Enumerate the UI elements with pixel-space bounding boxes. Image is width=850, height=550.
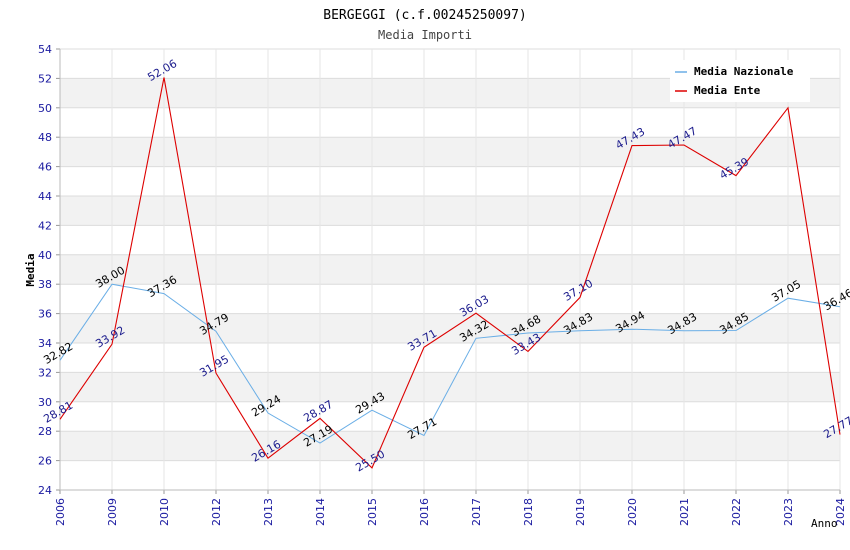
y-tick-label: 26	[38, 455, 52, 468]
chart-title: BERGEGGI (c.f.00245250097)	[323, 8, 527, 23]
x-tick-label: 2023	[782, 498, 795, 526]
x-tick-label: 2024	[834, 498, 847, 526]
x-axis-label: Anno	[811, 517, 838, 530]
series-line-nazionale	[59, 283, 841, 444]
legend-label-nazionale: Media Nazionale	[694, 65, 794, 78]
axes: 24 26 28 30 32 34 36 38 40 42 44 46 48 50 52 54 2006 2009…	[38, 43, 847, 526]
y-tick-label: 46	[38, 161, 52, 174]
band	[60, 431, 840, 461]
x-tick-label: 2021	[678, 498, 691, 526]
x-tick-label: 2018	[522, 498, 535, 526]
legend-box	[670, 60, 810, 102]
x-tick-label: 2014	[314, 498, 327, 526]
chart-subtitle: Media Importi	[378, 28, 472, 42]
x-tick-label: 2019	[574, 498, 587, 526]
y-tick-label: 54	[38, 43, 52, 56]
y-tick-label: 30	[38, 396, 52, 409]
y-tick-label: 34	[38, 337, 52, 350]
y-tick-label: 36	[38, 308, 52, 321]
band	[60, 196, 840, 226]
x-tick-label: 2016	[418, 498, 431, 526]
x-tick-label: 2013	[262, 498, 275, 526]
series-line-ente	[59, 77, 841, 469]
y-tick-label: 44	[38, 190, 52, 203]
y-tick-label: 40	[38, 249, 52, 262]
x-tick-label: 2015	[366, 498, 379, 526]
x-tick-label: 2006	[54, 498, 67, 526]
y-axis-label: Media	[24, 253, 37, 286]
chart-background-bands	[60, 78, 840, 461]
x-tick-label: 2017	[470, 498, 483, 526]
legend-label-ente: Media Ente	[694, 84, 761, 97]
band	[60, 137, 840, 167]
x-tick-label: 2020	[626, 498, 639, 526]
x-tick-label: 2009	[106, 498, 119, 526]
y-tick-label: 32	[38, 366, 52, 379]
series-lines	[59, 77, 841, 469]
y-tick-label: 24	[38, 484, 52, 497]
x-tick-label: 2010	[158, 498, 171, 526]
y-tick-label: 28	[38, 425, 52, 438]
x-tick-label: 2022	[730, 498, 743, 526]
y-tick-label: 50	[38, 102, 52, 115]
x-tick-label: 2012	[210, 498, 223, 526]
y-tick-label: 52	[38, 72, 52, 85]
legend: Media Nazionale Media Ente	[670, 60, 810, 102]
band	[60, 254, 840, 285]
y-tick-label: 48	[38, 131, 52, 144]
y-tick-label: 42	[38, 219, 52, 232]
data-label-nazionale: 36.46	[821, 286, 850, 313]
band	[60, 313, 840, 343]
y-tick-label: 38	[38, 278, 52, 291]
